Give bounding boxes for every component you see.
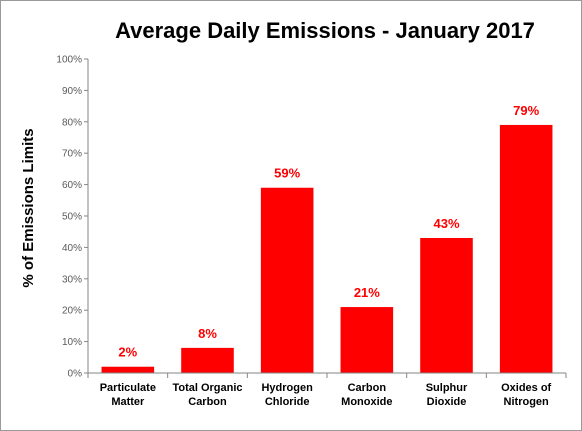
y-tick-label: 90% (62, 86, 82, 97)
data-label: 59% (274, 166, 300, 181)
y-tick-label: 60% (62, 180, 82, 191)
x-axis-ticks: Particulate Matter Total Organic Carbon Hydr… (100, 382, 552, 408)
chart-title: Average Daily Emissions - January 2017 (115, 18, 535, 43)
y-tick-label: 0% (68, 369, 83, 380)
y-tick-label: 50% (62, 212, 82, 223)
bar (260, 187, 314, 373)
data-label: 43% (433, 216, 459, 231)
data-label: 8% (198, 326, 217, 341)
y-axis-ticks: 0% 10% 20% 30% 40% 50% 60% 70% 80% 90% 100% (56, 55, 82, 380)
y-axis-label: % of Emissions Limits (20, 128, 37, 287)
data-label: 79% (513, 103, 539, 118)
y-tick-label: 70% (62, 149, 82, 160)
x-tick-label: Sulphur Dioxide (426, 382, 468, 408)
data-labels: 2% 8% 59% 21% 43% 79% (118, 103, 539, 360)
y-tick-label: 10% (62, 337, 82, 348)
y-tick-label: 30% (62, 274, 82, 285)
x-tick-label: Particulate Matter (100, 382, 156, 408)
bar (181, 347, 234, 373)
bar (499, 124, 553, 373)
x-tick-label: Total Organic Carbon (172, 382, 242, 408)
data-label: 21% (354, 285, 380, 300)
bar (340, 307, 394, 373)
y-tick-label: 20% (62, 306, 82, 317)
x-tick-label: Oxides of Nitrogen (501, 382, 551, 408)
bar (101, 366, 155, 373)
y-tick-label: 100% (56, 55, 82, 66)
bar (420, 237, 473, 373)
data-label: 2% (118, 345, 137, 360)
axes (84, 58, 567, 378)
x-tick-label: Hydrogen Chloride (261, 382, 313, 408)
y-tick-label: 80% (62, 117, 82, 128)
y-tick-label: 40% (62, 243, 82, 254)
x-tick-label: Carbon Monoxide (341, 382, 392, 408)
bars (101, 124, 553, 373)
